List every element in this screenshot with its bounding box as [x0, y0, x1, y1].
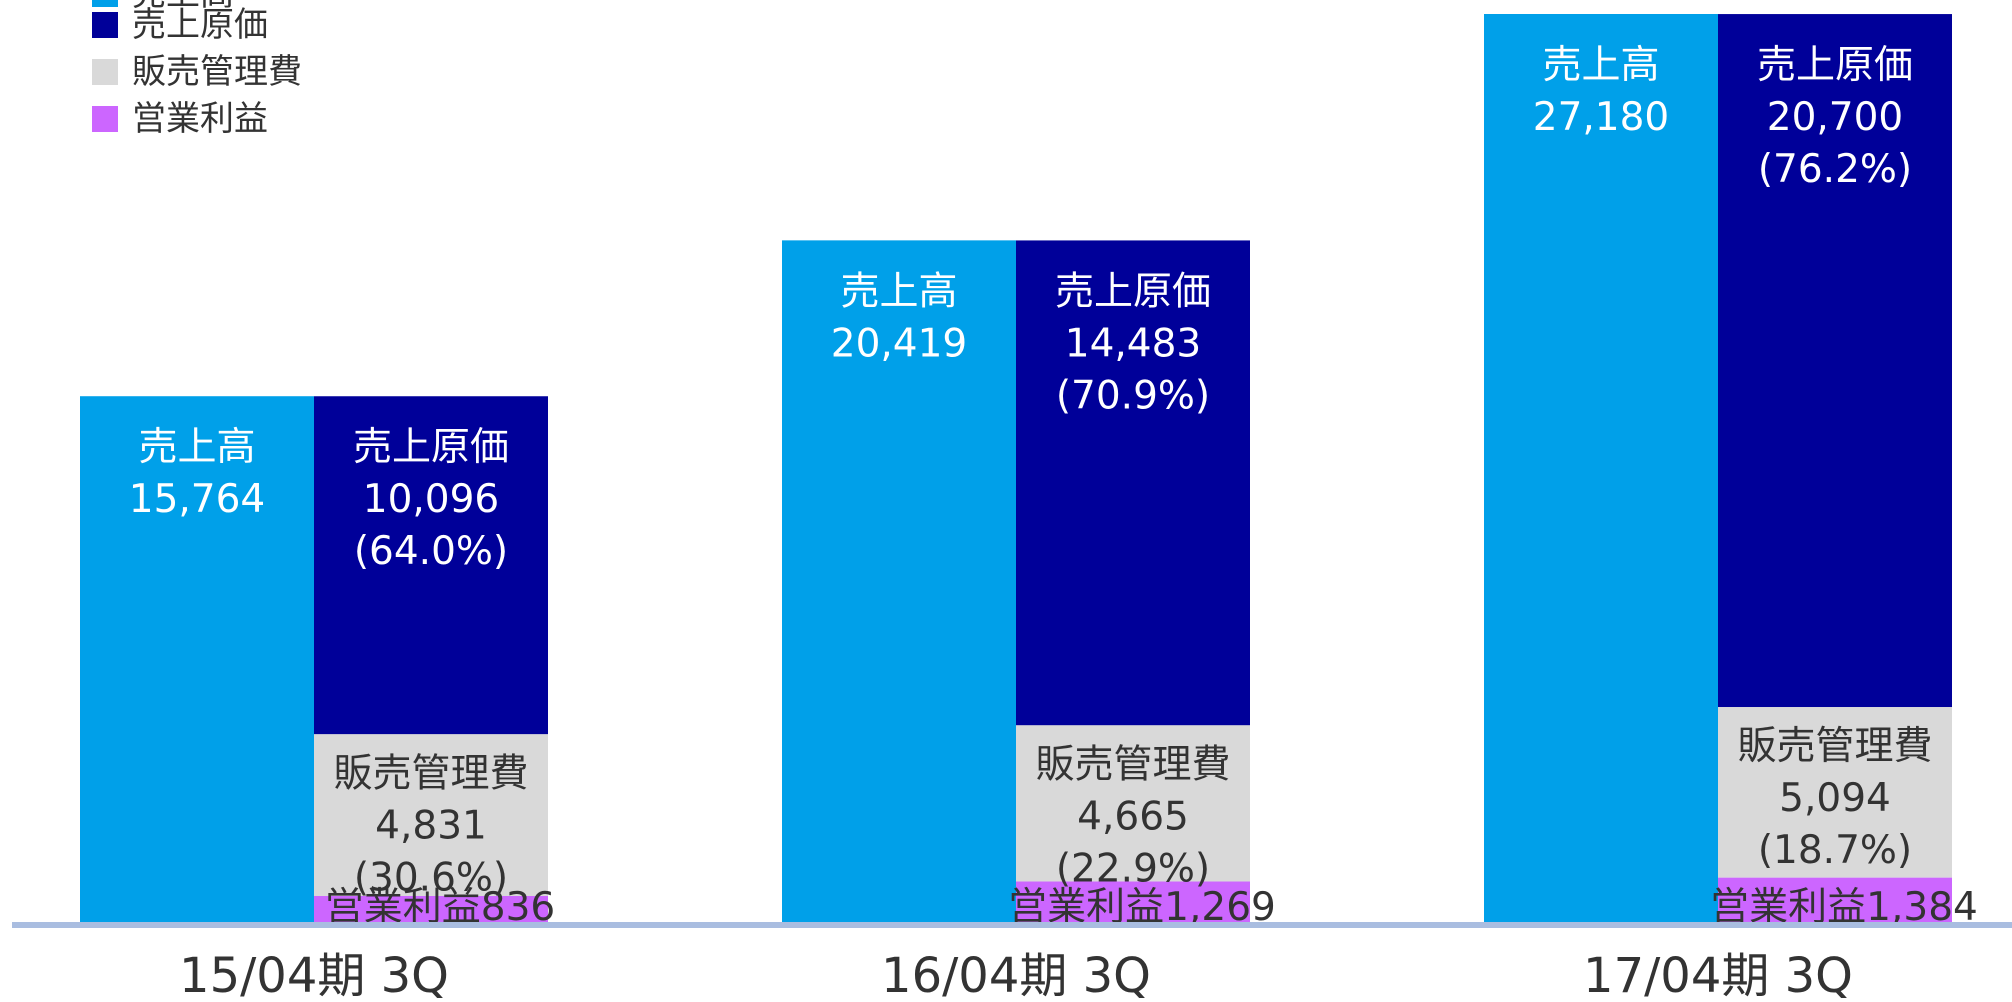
bar-op-income [314, 896, 548, 924]
data-label-sga-line: 販売管理費 [333, 751, 528, 796]
data-label-cogs-line: 売上原価 [353, 425, 509, 470]
data-label-sga-line: 4,665 [1077, 794, 1189, 839]
bar-sga [1718, 707, 1952, 878]
x-axis-line [12, 922, 2012, 928]
bar-sales [80, 396, 314, 924]
x-tick-label: 16/04期 3Q [881, 948, 1151, 1002]
legend-label-op-income: 営業利益 [132, 99, 268, 139]
legend-item-cogs: 売上原価 [92, 3, 492, 47]
bar-cogs [1016, 240, 1250, 726]
data-label-cogs-line: 20,700 [1767, 95, 1903, 140]
legend-swatch-cogs [92, 12, 118, 38]
data-label-sga-line: (30.6%) [354, 855, 508, 900]
legend-swatch-op-income [92, 106, 118, 132]
data-label-sga-line: (22.9%) [1056, 846, 1210, 891]
legend-label-sales: 売上高 [132, 0, 234, 16]
bar-op-income [1016, 881, 1250, 924]
data-label-sga: 販売管理費 4,831 (30.6%) [333, 751, 528, 900]
data-label-sales: 売上高 27,180 [1533, 43, 1669, 140]
data-label-cogs: 売上原価 10,096 (64.0%) [353, 425, 509, 574]
legend-swatch-sales [92, 0, 118, 7]
data-label-cogs-line: 10,096 [363, 477, 499, 522]
bar-op-income [1718, 877, 1952, 924]
data-label-cogs: 売上原価 20,700 (76.2%) [1757, 43, 1913, 192]
x-tick-label: 15/04期 3Q [179, 948, 449, 1002]
x-tick-label: 17/04期 3Q [1583, 948, 1853, 1002]
data-label-cogs-line: (70.9%) [1056, 373, 1210, 418]
data-label-cogs-line: 売上原価 [1757, 43, 1913, 88]
bar-cogs [314, 396, 548, 735]
bar-sales [782, 240, 1016, 924]
data-label-sales-line: 売上高 [840, 269, 957, 314]
data-label-sga: 販売管理費 4,665 (22.9%) [1035, 742, 1230, 891]
legend-item-op-income: 営業利益 [92, 97, 492, 141]
data-label-sga-line: 販売管理費 [1035, 742, 1230, 787]
data-label-cogs-line: (64.0%) [354, 529, 508, 574]
bar-cogs [1718, 14, 1952, 708]
data-label-sga-line: 5,094 [1779, 776, 1891, 821]
bar-sga [314, 734, 548, 897]
data-label-cogs-line: 14,483 [1065, 321, 1201, 366]
data-label-cogs-line: 売上原価 [1055, 269, 1211, 314]
bar-sales [1484, 14, 1718, 924]
legend-label-sga: 販売管理費 [132, 52, 302, 92]
legend-label-cogs: 売上原価 [132, 5, 268, 45]
data-label-sga: 販売管理費 5,094 (18.7%) [1737, 724, 1932, 873]
data-label-cogs: 売上原価 14,483 (70.9%) [1055, 269, 1211, 418]
data-label-cogs-line: (76.2%) [1758, 147, 1912, 192]
data-label-sales-line: 売上高 [1542, 43, 1659, 88]
data-label-sga-line: (18.7%) [1758, 828, 1912, 873]
legend-swatch-sga [92, 59, 118, 85]
data-label-sales-line: 20,419 [831, 321, 967, 366]
legend-item-sga: 販売管理費 [92, 50, 492, 94]
data-label-sga-line: 4,831 [375, 803, 487, 848]
bar-sga [1016, 725, 1250, 882]
data-label-sga-line: 販売管理費 [1737, 724, 1932, 769]
data-label-sales: 売上高 15,764 [129, 425, 265, 522]
data-label-sales-line: 15,764 [129, 477, 265, 522]
data-label-sales-line: 売上高 [138, 425, 255, 470]
data-label-sales-line: 27,180 [1533, 95, 1669, 140]
legend-item-sales: 売上高 [92, 0, 492, 16]
data-label-sales: 売上高 20,419 [831, 269, 967, 366]
